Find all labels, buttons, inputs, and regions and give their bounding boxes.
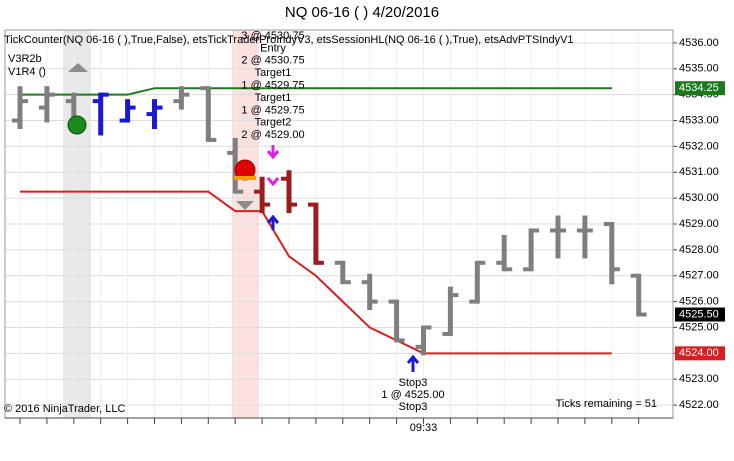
marker-triangle xyxy=(236,201,254,210)
stop-label: Stop3 xyxy=(399,401,428,413)
trade-label: Target1 xyxy=(255,92,292,104)
trade-label: Target1 xyxy=(255,67,292,79)
marker-bar xyxy=(234,176,256,180)
ticks-remaining: Ticks remaining = 51 xyxy=(556,398,657,410)
session-line xyxy=(20,87,612,96)
stop-label: 1 @ 4525.00 xyxy=(381,389,444,401)
trade-label: 2 @ 4530.75 xyxy=(241,55,304,67)
y-tick-label: 4536.00 xyxy=(679,37,719,49)
y-tick-label: 4522.00 xyxy=(679,399,719,411)
sell-arrow xyxy=(266,145,280,160)
y-tick-label: 4523.00 xyxy=(679,373,719,385)
stop-label: Stop3 xyxy=(399,377,428,389)
y-tick-label: 4529.00 xyxy=(679,218,719,230)
price-marker xyxy=(675,307,725,322)
x-tick-label: 09:33 xyxy=(410,422,438,434)
y-tick-label: 4528.00 xyxy=(679,244,719,256)
indicator-label: TickCounter(NQ 06-16 ( ),True,False), et… xyxy=(4,34,574,46)
copyright: © 2016 NinjaTrader, LLC xyxy=(4,403,125,415)
price-marker-label: 4534.25 xyxy=(679,82,719,94)
strategy-label: V1R4 () xyxy=(8,66,46,78)
trade-label: 1 @ 4529.75 xyxy=(241,80,304,92)
y-tick-label: 4525.00 xyxy=(679,321,719,333)
buy-arrow xyxy=(266,214,280,230)
marker-triangle xyxy=(68,63,88,72)
y-tick-label: 4530.00 xyxy=(679,192,719,204)
trade-label: 3 @ 4530.75 xyxy=(241,30,304,42)
y-tick-label: 4533.00 xyxy=(679,114,719,126)
price-marker-label: 4525.50 xyxy=(679,308,719,320)
y-tick-label: 4527.00 xyxy=(679,270,719,282)
y-tick-label: 4526.00 xyxy=(679,296,719,308)
price-marker xyxy=(675,81,725,96)
trade-label: 2 @ 4529.00 xyxy=(241,129,304,141)
y-tick-label: 4532.00 xyxy=(679,140,719,152)
trade-label: Target2 xyxy=(255,117,292,129)
session-line xyxy=(20,190,612,355)
marker-circle xyxy=(67,115,87,135)
trade-label: 1 @ 4529.75 xyxy=(241,104,304,116)
y-tick-label: 4535.00 xyxy=(679,63,719,75)
strategy-label: V3R2b xyxy=(8,53,42,65)
price-marker xyxy=(675,346,725,361)
buy-arrow xyxy=(406,354,420,372)
sell-arrow xyxy=(266,177,280,187)
y-tick-label: 4531.00 xyxy=(679,166,719,178)
trade-label: Entry xyxy=(260,42,286,54)
chart-title: NQ 06-16 ( ) 4/20/2016 xyxy=(285,4,439,21)
price-marker-label: 4524.00 xyxy=(679,347,719,359)
